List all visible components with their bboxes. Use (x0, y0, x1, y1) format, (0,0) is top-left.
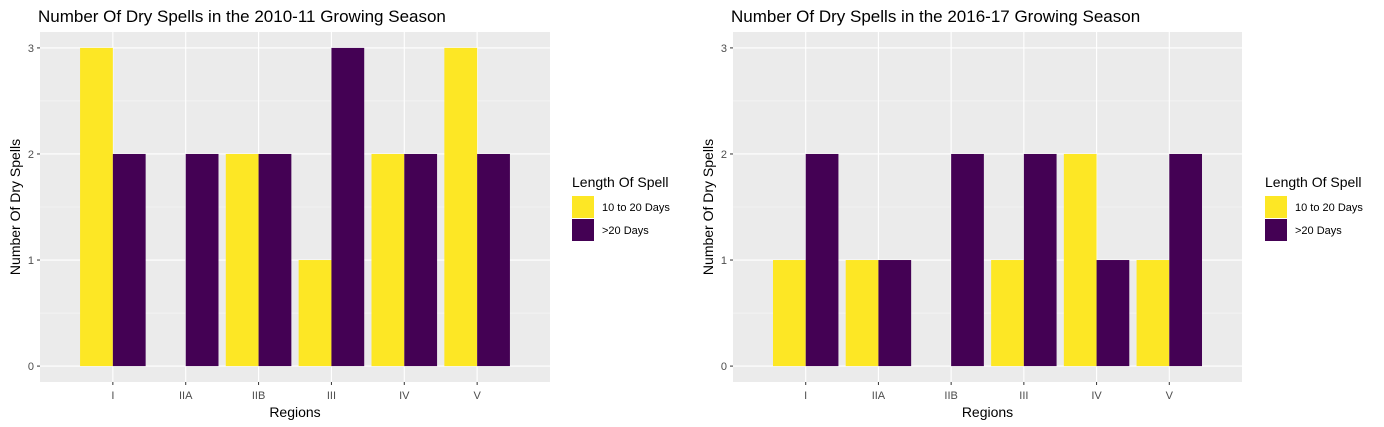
legend-key-1 (1265, 196, 1287, 218)
chart-title: Number Of Dry Spells in the 2010-11 Grow… (38, 7, 446, 26)
bar-i-series-1 (772, 260, 806, 367)
bar-v-series-2 (1169, 153, 1203, 367)
bar-iib-series-2 (258, 153, 292, 367)
y-tick-label: 0 (28, 361, 34, 373)
bar-iia-series-1 (845, 260, 879, 367)
x-tick-label: V (473, 390, 481, 402)
x-tick-label: IV (399, 390, 410, 402)
legend-title: Length Of Spell (572, 174, 669, 190)
legend-label-1: 10 to 20 Days (602, 202, 670, 214)
bar-iii-series-2 (331, 47, 365, 367)
bar-iv-series-1 (371, 153, 405, 367)
x-tick-label: I (111, 390, 114, 402)
x-tick-label: IIA (179, 390, 193, 402)
x-tick-label: IV (1091, 390, 1102, 402)
y-tick-label: 2 (28, 149, 34, 161)
bar-iv-series-2 (1096, 260, 1130, 367)
x-tick-label: III (1019, 390, 1028, 402)
legend-key-1 (572, 196, 594, 218)
x-axis-title: Regions (269, 404, 320, 420)
x-tick-label: III (327, 390, 336, 402)
y-tick-label: 2 (721, 149, 727, 161)
bar-iv-series-1 (1063, 153, 1097, 367)
y-axis-title: Number Of Dry Spells (7, 139, 23, 275)
bar-iii-series-1 (991, 260, 1024, 367)
bar-i-series-2 (805, 153, 839, 367)
y-tick-label: 3 (28, 43, 34, 55)
x-tick-label: V (1166, 390, 1174, 402)
bar-iib-series-2 (951, 153, 984, 367)
bar-iia-series-2 (185, 153, 219, 367)
y-tick-label: 3 (721, 43, 727, 55)
legend: Length Of Spell 10 to 20 Days >20 Days (1265, 174, 1363, 241)
bar-iv-series-2 (404, 153, 438, 367)
legend-label-2: >20 Days (602, 225, 649, 237)
bar-v-series-2 (477, 153, 510, 367)
y-tick-label: 0 (721, 361, 727, 373)
bar-v-series-1 (1136, 260, 1170, 367)
bar-v-series-1 (444, 47, 478, 367)
bar-i-series-1 (80, 47, 113, 367)
y-axis-title: Number Of Dry Spells (700, 139, 716, 275)
x-tick-label: IIB (944, 390, 957, 402)
bar-iii-series-1 (298, 260, 332, 367)
chart-1: 0 1 2 3 I IIA IIB III IV V Regions Number Of Dry Sp… (7, 7, 670, 420)
legend-label-2: >20 Days (1295, 225, 1342, 237)
legend-key-2 (1265, 219, 1287, 241)
legend-title: Length Of Spell (1265, 174, 1362, 190)
x-tick-label: IIB (252, 390, 265, 402)
x-tick-label: I (804, 390, 807, 402)
x-tick-label: IIA (872, 390, 886, 402)
chart-2: 0 1 2 3 I IIA IIB III IV V Regions Number Of Dry Sp… (700, 7, 1363, 420)
x-axis-title: Regions (962, 404, 1013, 420)
bar-iia-series-2 (878, 260, 912, 367)
chart-title: Number Of Dry Spells in the 2016-17 Grow… (731, 7, 1140, 26)
legend-key-2 (572, 219, 594, 241)
bar-iii-series-2 (1023, 153, 1057, 367)
bar-i-series-2 (112, 153, 146, 367)
bar-iib-series-1 (225, 153, 259, 367)
y-tick-label: 1 (721, 255, 727, 267)
y-tick-label: 1 (28, 255, 34, 267)
legend-label-1: 10 to 20 Days (1295, 202, 1363, 214)
legend: Length Of Spell 10 to 20 Days >20 Days (572, 174, 670, 241)
